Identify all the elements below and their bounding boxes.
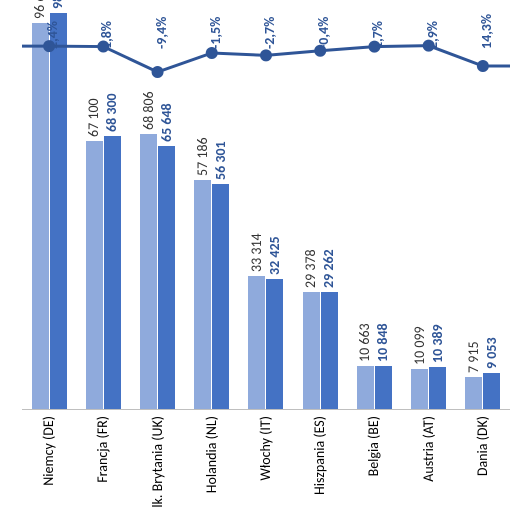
pct-label: -2,7% <box>261 17 278 49</box>
bar-value-label: 67 100 <box>85 98 102 137</box>
bars-layer: 96 60798 904 67 10068 300 68 80665 648 57 1… <box>22 10 510 409</box>
bar-series2: 56 301 <box>212 184 229 409</box>
bar-series2: 10 848 <box>375 366 392 409</box>
bar-series2: 68 300 <box>104 136 121 409</box>
bar-value-label: 10 848 <box>374 323 391 362</box>
bar-series1: 10 099 <box>411 369 428 409</box>
bar-series1: 57 186 <box>194 180 211 409</box>
bar-value-label: 32 425 <box>266 237 283 276</box>
bar-value-label: 33 314 <box>248 233 265 272</box>
x-axis: Niemcy (DE) Francja (FR) lk. Brytania (UK)… <box>22 412 510 512</box>
bar-value-label: 56 301 <box>212 141 229 180</box>
plot-area: 96 60798 904 67 10068 300 68 80665 648 57 1… <box>22 10 510 410</box>
pct-label: -9,4% <box>153 17 170 49</box>
bar-value-label: 29 262 <box>320 249 337 288</box>
pct-label: 1,7% <box>369 21 386 49</box>
pct-label: -1,5% <box>207 17 224 49</box>
bar-series2: 65 648 <box>158 146 175 409</box>
bar-value-label: 68 806 <box>140 91 157 130</box>
x-axis-label-text: Niemcy (DE) <box>40 416 57 486</box>
bar-series2: 98 904 <box>50 13 67 409</box>
bar-value-label: 7 915 <box>465 342 482 374</box>
chart-container: 96 60798 90467 10068 30068 80665 64857 1… <box>0 0 510 512</box>
bar-group: 57 18656 301 <box>194 180 229 409</box>
bar-group: 10 09910 389 <box>411 367 446 409</box>
bar-series2: 10 389 <box>429 367 446 409</box>
bar-series1: 68 806 <box>140 134 157 409</box>
bar-series1: 96 607 <box>32 23 49 409</box>
bar-group: 96 60798 904 <box>32 13 67 409</box>
pct-label: 1,8% <box>98 21 115 49</box>
bar-value-label: 10 389 <box>429 325 446 364</box>
pct-label: 14,3% <box>478 14 495 49</box>
bar-value-label: 98 904 <box>49 0 66 9</box>
bar-value-label: 96 607 <box>31 0 48 19</box>
bar-series2: 32 425 <box>266 279 283 409</box>
x-axis-label-text: Włochy (IT) <box>257 416 274 481</box>
bar-value-label: 29 378 <box>302 249 319 288</box>
x-axis-label-text: Dania (DK) <box>474 416 491 476</box>
bar-value-label: 10 663 <box>356 324 373 363</box>
bar-value-label: 65 648 <box>158 104 175 143</box>
bar-series1: 33 314 <box>248 276 265 409</box>
bar-value-label: 9 053 <box>483 337 500 369</box>
pct-label: 2,9% <box>424 21 441 49</box>
bar-group: 68 80665 648 <box>140 134 175 409</box>
bar-series1: 10 663 <box>357 366 374 409</box>
x-axis-label-text: Hiszpania (ES) <box>311 416 328 495</box>
bar-value-label: 10 099 <box>411 326 428 365</box>
bar-value-label: 68 300 <box>103 93 120 132</box>
bar-series1: 7 915 <box>465 377 482 409</box>
bar-series2: 9 053 <box>483 373 500 409</box>
x-axis-label-text: Francja (FR) <box>94 416 111 483</box>
pct-label: -0,4% <box>315 17 332 49</box>
bar-series2: 29 262 <box>321 292 338 409</box>
bar-group: 10 66310 848 <box>357 366 392 409</box>
x-axis-label-text: lk. Brytania (UK) <box>149 416 166 508</box>
bar-group: 7 9159 053 <box>465 373 500 409</box>
bar-series1: 29 378 <box>303 292 320 410</box>
bar-group: 33 31432 425 <box>248 276 283 409</box>
bar-value-label: 57 186 <box>194 138 211 177</box>
pct-label: 2,4% <box>44 21 61 49</box>
bar-group: 29 37829 262 <box>303 292 338 410</box>
x-axis-label-text: Belgia (BE) <box>365 416 382 476</box>
bar-group: 67 10068 300 <box>86 136 121 409</box>
x-axis-label: Dania (DK) <box>474 412 510 430</box>
x-axis-label-text: Austria (AT) <box>420 416 437 482</box>
bar-series1: 67 100 <box>86 141 103 409</box>
x-axis-label-text: Holandia (NL) <box>203 416 220 493</box>
